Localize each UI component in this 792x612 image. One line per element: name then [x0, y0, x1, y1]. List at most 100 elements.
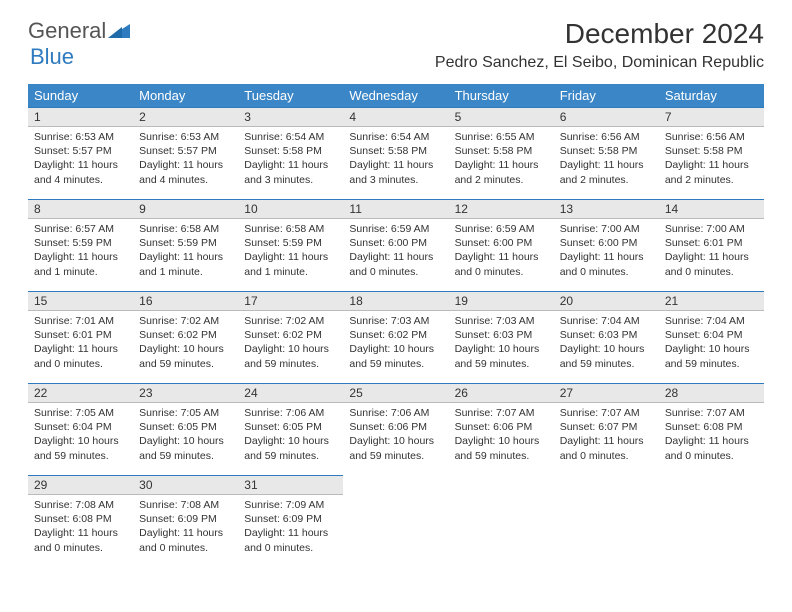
calendar-day-cell: 23Sunrise: 7:05 AMSunset: 6:05 PMDayligh… [133, 383, 238, 475]
day-details: Sunrise: 7:08 AMSunset: 6:09 PMDaylight:… [133, 495, 238, 561]
day-number: 20 [554, 291, 659, 311]
day-details: Sunrise: 7:04 AMSunset: 6:03 PMDaylight:… [554, 311, 659, 377]
day-number: 26 [449, 383, 554, 403]
day-details: Sunrise: 7:00 AMSunset: 6:00 PMDaylight:… [554, 219, 659, 285]
day-number: 25 [343, 383, 448, 403]
day-details: Sunrise: 6:54 AMSunset: 5:58 PMDaylight:… [343, 127, 448, 193]
calendar-day-cell: 1Sunrise: 6:53 AMSunset: 5:57 PMDaylight… [28, 107, 133, 199]
calendar-day-cell: 30Sunrise: 7:08 AMSunset: 6:09 PMDayligh… [133, 475, 238, 567]
day-number: 16 [133, 291, 238, 311]
calendar-day-cell: 3Sunrise: 6:54 AMSunset: 5:58 PMDaylight… [238, 107, 343, 199]
logo-text-a: General [28, 18, 106, 44]
day-number: 11 [343, 199, 448, 219]
day-number: 19 [449, 291, 554, 311]
day-details: Sunrise: 7:08 AMSunset: 6:08 PMDaylight:… [28, 495, 133, 561]
weekday-header-row: Sunday Monday Tuesday Wednesday Thursday… [28, 84, 764, 107]
day-details: Sunrise: 7:03 AMSunset: 6:03 PMDaylight:… [449, 311, 554, 377]
day-number: 21 [659, 291, 764, 311]
day-details: Sunrise: 6:59 AMSunset: 6:00 PMDaylight:… [449, 219, 554, 285]
day-details: Sunrise: 7:03 AMSunset: 6:02 PMDaylight:… [343, 311, 448, 377]
calendar-week-row: 22Sunrise: 7:05 AMSunset: 6:04 PMDayligh… [28, 383, 764, 475]
calendar-day-cell: 31Sunrise: 7:09 AMSunset: 6:09 PMDayligh… [238, 475, 343, 567]
day-number: 23 [133, 383, 238, 403]
calendar-day-cell: 26Sunrise: 7:07 AMSunset: 6:06 PMDayligh… [449, 383, 554, 475]
day-number: 10 [238, 199, 343, 219]
day-number: 17 [238, 291, 343, 311]
location: Pedro Sanchez, El Seibo, Dominican Repub… [435, 54, 764, 72]
calendar-day-cell: 17Sunrise: 7:02 AMSunset: 6:02 PMDayligh… [238, 291, 343, 383]
calendar-day-cell: 5Sunrise: 6:55 AMSunset: 5:58 PMDaylight… [449, 107, 554, 199]
calendar-week-row: 8Sunrise: 6:57 AMSunset: 5:59 PMDaylight… [28, 199, 764, 291]
day-number: 31 [238, 475, 343, 495]
calendar-day-cell: 22Sunrise: 7:05 AMSunset: 6:04 PMDayligh… [28, 383, 133, 475]
day-details: Sunrise: 7:00 AMSunset: 6:01 PMDaylight:… [659, 219, 764, 285]
day-number: 13 [554, 199, 659, 219]
weekday-header: Thursday [449, 84, 554, 107]
day-number: 18 [343, 291, 448, 311]
day-details: Sunrise: 6:56 AMSunset: 5:58 PMDaylight:… [554, 127, 659, 193]
day-details: Sunrise: 7:07 AMSunset: 6:07 PMDaylight:… [554, 403, 659, 469]
weekday-header: Wednesday [343, 84, 448, 107]
day-details: Sunrise: 6:59 AMSunset: 6:00 PMDaylight:… [343, 219, 448, 285]
day-number: 8 [28, 199, 133, 219]
day-number: 12 [449, 199, 554, 219]
day-details: Sunrise: 7:05 AMSunset: 6:04 PMDaylight:… [28, 403, 133, 469]
day-number: 30 [133, 475, 238, 495]
calendar-day-cell [554, 475, 659, 567]
day-details: Sunrise: 7:04 AMSunset: 6:04 PMDaylight:… [659, 311, 764, 377]
day-number: 28 [659, 383, 764, 403]
calendar-week-row: 29Sunrise: 7:08 AMSunset: 6:08 PMDayligh… [28, 475, 764, 567]
calendar-day-cell [659, 475, 764, 567]
day-details: Sunrise: 6:56 AMSunset: 5:58 PMDaylight:… [659, 127, 764, 193]
day-number: 24 [238, 383, 343, 403]
calendar-day-cell: 21Sunrise: 7:04 AMSunset: 6:04 PMDayligh… [659, 291, 764, 383]
day-number: 27 [554, 383, 659, 403]
calendar-table: Sunday Monday Tuesday Wednesday Thursday… [28, 84, 764, 567]
day-number: 6 [554, 107, 659, 127]
weekday-header: Friday [554, 84, 659, 107]
day-details: Sunrise: 6:57 AMSunset: 5:59 PMDaylight:… [28, 219, 133, 285]
calendar-day-cell [343, 475, 448, 567]
day-number: 5 [449, 107, 554, 127]
calendar-day-cell: 7Sunrise: 6:56 AMSunset: 5:58 PMDaylight… [659, 107, 764, 199]
month-title: December 2024 [435, 18, 764, 50]
calendar-day-cell: 8Sunrise: 6:57 AMSunset: 5:59 PMDaylight… [28, 199, 133, 291]
day-details: Sunrise: 6:58 AMSunset: 5:59 PMDaylight:… [238, 219, 343, 285]
day-number: 14 [659, 199, 764, 219]
calendar-day-cell: 18Sunrise: 7:03 AMSunset: 6:02 PMDayligh… [343, 291, 448, 383]
weekday-header: Sunday [28, 84, 133, 107]
day-number: 4 [343, 107, 448, 127]
calendar-day-cell: 20Sunrise: 7:04 AMSunset: 6:03 PMDayligh… [554, 291, 659, 383]
calendar-day-cell: 24Sunrise: 7:06 AMSunset: 6:05 PMDayligh… [238, 383, 343, 475]
calendar-week-row: 15Sunrise: 7:01 AMSunset: 6:01 PMDayligh… [28, 291, 764, 383]
day-number: 3 [238, 107, 343, 127]
day-details: Sunrise: 6:54 AMSunset: 5:58 PMDaylight:… [238, 127, 343, 193]
day-details: Sunrise: 7:09 AMSunset: 6:09 PMDaylight:… [238, 495, 343, 561]
logo-text-b: Blue [30, 44, 74, 70]
calendar-day-cell: 19Sunrise: 7:03 AMSunset: 6:03 PMDayligh… [449, 291, 554, 383]
logo-triangle-icon [108, 18, 130, 44]
day-details: Sunrise: 7:06 AMSunset: 6:05 PMDaylight:… [238, 403, 343, 469]
day-details: Sunrise: 6:58 AMSunset: 5:59 PMDaylight:… [133, 219, 238, 285]
calendar-day-cell: 9Sunrise: 6:58 AMSunset: 5:59 PMDaylight… [133, 199, 238, 291]
day-details: Sunrise: 7:01 AMSunset: 6:01 PMDaylight:… [28, 311, 133, 377]
calendar-day-cell: 27Sunrise: 7:07 AMSunset: 6:07 PMDayligh… [554, 383, 659, 475]
calendar-day-cell: 4Sunrise: 6:54 AMSunset: 5:58 PMDaylight… [343, 107, 448, 199]
day-number: 29 [28, 475, 133, 495]
day-details: Sunrise: 6:55 AMSunset: 5:58 PMDaylight:… [449, 127, 554, 193]
calendar-day-cell: 28Sunrise: 7:07 AMSunset: 6:08 PMDayligh… [659, 383, 764, 475]
day-number: 7 [659, 107, 764, 127]
logo: General [28, 18, 130, 44]
day-details: Sunrise: 7:05 AMSunset: 6:05 PMDaylight:… [133, 403, 238, 469]
day-number: 9 [133, 199, 238, 219]
weekday-header: Tuesday [238, 84, 343, 107]
weekday-header: Saturday [659, 84, 764, 107]
calendar-day-cell: 13Sunrise: 7:00 AMSunset: 6:00 PMDayligh… [554, 199, 659, 291]
day-number: 15 [28, 291, 133, 311]
calendar-day-cell: 6Sunrise: 6:56 AMSunset: 5:58 PMDaylight… [554, 107, 659, 199]
day-details: Sunrise: 6:53 AMSunset: 5:57 PMDaylight:… [133, 127, 238, 193]
day-number: 2 [133, 107, 238, 127]
title-block: December 2024 Pedro Sanchez, El Seibo, D… [435, 18, 764, 72]
calendar-day-cell: 12Sunrise: 6:59 AMSunset: 6:00 PMDayligh… [449, 199, 554, 291]
calendar-day-cell: 15Sunrise: 7:01 AMSunset: 6:01 PMDayligh… [28, 291, 133, 383]
